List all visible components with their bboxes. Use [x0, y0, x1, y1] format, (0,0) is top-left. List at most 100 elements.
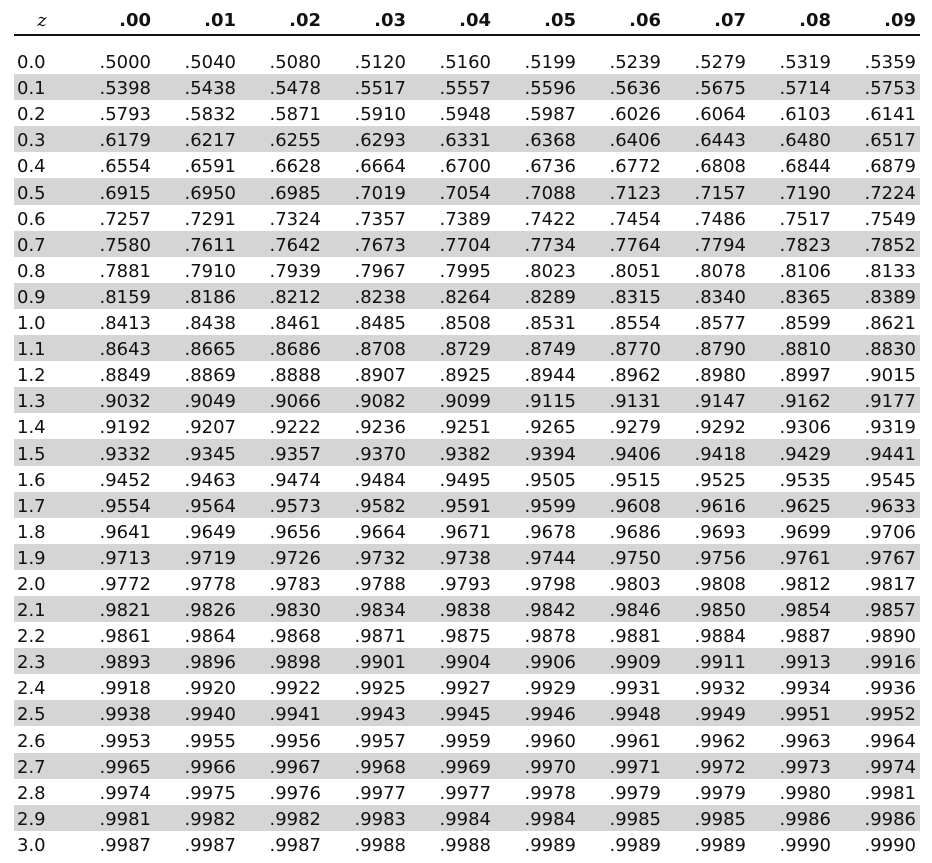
table-row: 0.7.7580.7611.7642.7673.7704.7734.7764.7…	[14, 230, 920, 257]
probability-cell: .9868	[269, 626, 321, 648]
probability-cell: .8686	[240, 335, 325, 362]
probability-cell: .9940	[155, 700, 240, 727]
probability-cell: .9345	[155, 439, 240, 466]
probability-cell: .8830	[835, 335, 920, 362]
probability-cell: .9990	[864, 834, 916, 856]
header-row: z .00.01.02.03.04.05.06.07.08.09	[14, 6, 920, 36]
probability-cell: .9988	[439, 834, 491, 856]
probability-cell: .8643	[70, 335, 155, 362]
probability-cell: .9406	[580, 439, 665, 466]
probability-cell: .6591	[184, 156, 236, 178]
probability-cell: .8289	[495, 282, 580, 309]
probability-cell: .9082	[325, 387, 410, 414]
probability-cell: .9664	[354, 521, 406, 543]
probability-cell: .9251	[439, 417, 491, 439]
probability-cell: .9591	[410, 491, 495, 518]
probability-cell: .9955	[184, 730, 236, 752]
z-value: 2.7	[14, 752, 70, 779]
probability-cell: .9726	[240, 543, 325, 570]
probability-cell: .5239	[609, 52, 661, 74]
probability-cell: .9633	[835, 491, 920, 518]
probability-cell: .8810	[750, 335, 835, 362]
probability-cell: .6443	[665, 126, 750, 153]
table-row: 0.3.6179.6217.6255.6293.6331.6368.6406.6…	[14, 126, 920, 153]
probability-cell: .9943	[325, 700, 410, 727]
column-header: .00	[70, 6, 155, 36]
probability-cell: .7549	[864, 208, 916, 230]
z-value: 2.5	[14, 700, 70, 727]
column-header: .07	[665, 6, 750, 36]
probability-cell: .7389	[439, 208, 491, 230]
probability-cell: .8554	[609, 313, 661, 335]
probability-cell: .9292	[694, 417, 746, 439]
probability-cell: .9898	[240, 648, 325, 675]
probability-cell: .9625	[750, 491, 835, 518]
z-value: 1.6	[17, 469, 46, 491]
probability-cell: .9974	[835, 752, 920, 779]
probability-cell: .6879	[864, 156, 916, 178]
table-row: 0.4 .6554 .6591 .6628 .6664 .6700 .6736 .6772 .6…	[14, 152, 920, 178]
probability-cell: .7939	[269, 260, 321, 282]
probability-cell: .9693	[694, 521, 746, 543]
table-row: 1.4 .9192 .9207 .9222 .9236 .9251 .9265 .9279 .9…	[14, 413, 920, 439]
probability-cell: .9936	[864, 678, 916, 700]
probability-cell: .9131	[580, 387, 665, 414]
column-header: .05	[495, 6, 580, 36]
probability-cell: .9887	[779, 626, 831, 648]
probability-cell: .9793	[439, 573, 491, 595]
probability-cell: .9987	[184, 834, 236, 856]
z-value: 2.1	[14, 595, 70, 623]
column-header: .02	[240, 6, 325, 36]
probability-cell: .6141	[864, 104, 916, 126]
z-value: 0.0	[17, 52, 46, 74]
probability-cell: .8159	[70, 282, 155, 309]
probability-cell: .9812	[779, 573, 831, 595]
probability-cell: .7190	[750, 178, 835, 205]
probability-cell: .6255	[240, 126, 325, 153]
z-value: 1.9	[14, 543, 70, 570]
z-value: 0.5	[14, 178, 70, 205]
probability-cell: .9878	[524, 626, 576, 648]
table-row: 2.7.9965.9966.9967.9968.9969.9970.9971.9…	[14, 752, 920, 779]
probability-cell: .9452	[99, 469, 151, 491]
probability-cell: .9972	[665, 752, 750, 779]
probability-cell: .9834	[325, 595, 410, 623]
probability-cell: .9978	[524, 782, 576, 804]
probability-cell: .9798	[524, 573, 576, 595]
probability-cell: .9686	[609, 521, 661, 543]
probability-cell: .9931	[609, 678, 661, 700]
z-value: 1.2	[17, 365, 46, 387]
probability-cell: .5000	[99, 52, 151, 74]
probability-cell: .9678	[524, 521, 576, 543]
probability-cell: .9964	[864, 730, 916, 752]
table-row: 0.6 .7257 .7291 .7324 .7357 .7389 .7422 .7454 .7…	[14, 205, 920, 231]
probability-cell: .9778	[184, 573, 236, 595]
probability-cell: .9772	[99, 573, 151, 595]
probability-cell: .9177	[835, 387, 920, 414]
table-row: 2.3.9893.9896.9898.9901.9904.9906.9909.9…	[14, 648, 920, 675]
column-header: .01	[155, 6, 240, 36]
probability-cell: .9906	[495, 648, 580, 675]
probability-cell: .5910	[354, 104, 406, 126]
probability-cell: .8315	[580, 282, 665, 309]
table-row: 2.1.9821.9826.9830.9834.9838.9842.9846.9…	[14, 595, 920, 623]
probability-cell: .7054	[410, 178, 495, 205]
table-body: 0.0.5000.5040.5080.5120.5160.5199.5239.5…	[14, 35, 920, 857]
probability-cell: .5596	[495, 74, 580, 101]
probability-cell: .9357	[240, 439, 325, 466]
probability-cell: .8962	[609, 365, 661, 387]
probability-cell: .9974	[99, 782, 151, 804]
probability-cell: .8413	[99, 313, 151, 335]
probability-cell: .9115	[495, 387, 580, 414]
z-value: 2.2	[17, 626, 46, 648]
probability-cell: .9808	[694, 573, 746, 595]
probability-cell: .9881	[609, 626, 661, 648]
probability-cell: .6179	[70, 126, 155, 153]
probability-cell: .8997	[779, 365, 831, 387]
probability-cell: .9394	[495, 439, 580, 466]
probability-cell: .6736	[524, 156, 576, 178]
probability-cell: .9788	[354, 573, 406, 595]
table-row: 1.7.9554.9564.9573.9582.9591.9599.9608.9…	[14, 491, 920, 518]
probability-cell: .9929	[524, 678, 576, 700]
probability-cell: .9236	[354, 417, 406, 439]
